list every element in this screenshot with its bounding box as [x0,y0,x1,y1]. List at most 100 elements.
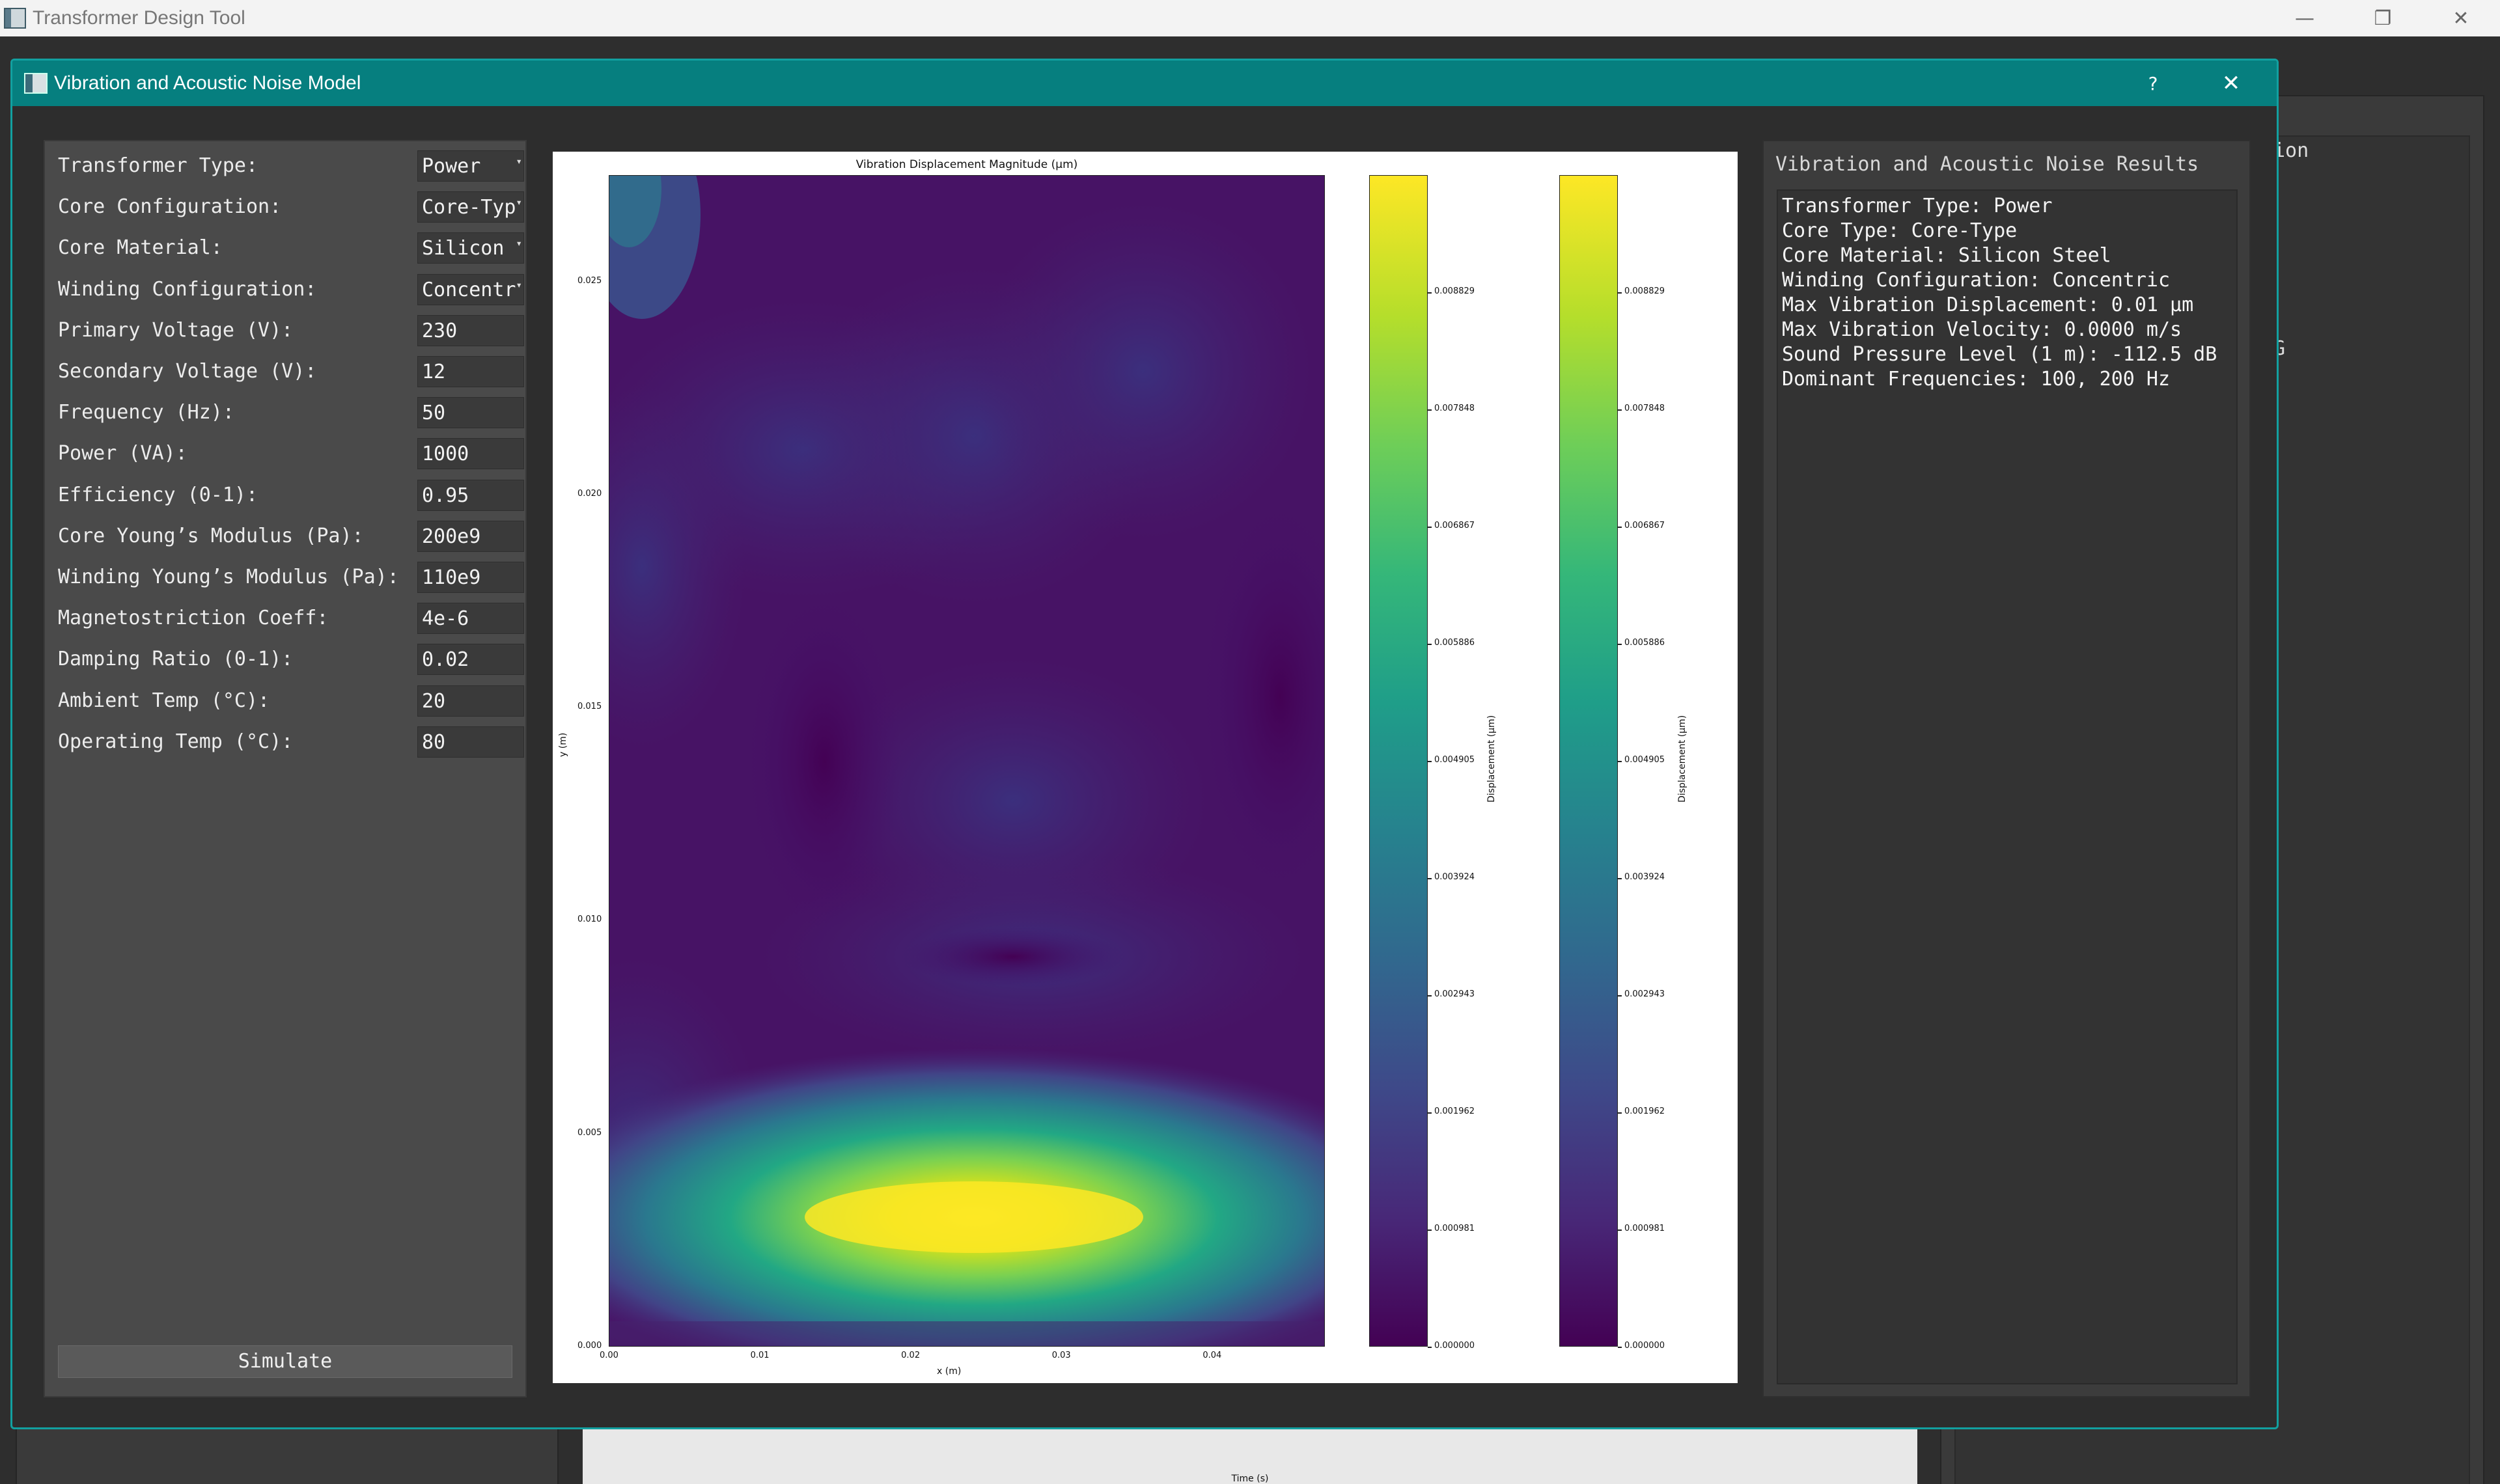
colorbar-tickmark [1428,995,1432,996]
param-input[interactable]: 1000 [417,438,524,470]
results-text-area[interactable]: Transformer Type: Power Core Type: Core-T… [1777,189,2238,1384]
param-row: Transformer Type: Power [45,148,525,189]
param-row: Frequency (Hz): 50 [45,394,525,435]
param-input[interactable]: 0.95 [417,479,524,511]
app-icon [4,8,26,29]
background-right-text: ion [2273,139,2309,162]
param-input[interactable]: 230 [417,314,524,346]
close-window-button[interactable]: ✕ [2452,7,2469,30]
colorbar-tickmark [1428,1112,1432,1114]
colorbar-2-label: Displacement (μm) [1677,715,1688,803]
colorbar-tickmark [1618,527,1622,528]
y-tick-label: 0.005 [577,1127,602,1138]
heatmap-region [902,928,1124,986]
param-label: Ambient Temp (°C): [58,689,270,712]
param-label: Frequency (Hz): [58,401,234,424]
colorbar-1-label: Displacement (μm) [1486,715,1497,803]
dialog-title: Vibration and Acoustic Noise Model [54,72,361,94]
param-label: Power (VA): [58,442,188,465]
y-tick-label: 0.010 [577,914,602,925]
param-input[interactable]: 0.02 [417,644,524,676]
param-input[interactable]: 50 [417,397,524,429]
result-line: Core Material: Silicon Steel [1782,244,2111,267]
dialog-icon [24,73,48,94]
colorbar-tick-label: 0.000981 [1434,1224,1475,1233]
colorbar-tickmark [1428,878,1432,879]
colorbar-tick-label: 0.001962 [1434,1106,1475,1116]
colorbar-tick-label: 0.008829 [1624,286,1665,296]
colorbar-tickmark [1428,527,1432,528]
result-line: Transformer Type: Power [1782,195,2053,217]
simulate-button[interactable]: Simulate [58,1345,512,1378]
colorbar-tick-label: 0.006867 [1624,521,1665,530]
vibration-plot: Vibration Displacement Magnitude (μm) [553,152,1738,1383]
heatmap-region [974,202,1312,540]
dialog-titlebar[interactable]: Vibration and Acoustic Noise Model ? ✕ [12,61,2277,106]
param-input[interactable]: 200e9 [417,520,524,552]
param-row: Core Young’s Modulus (Pa): 200e9 [45,518,525,559]
param-input[interactable]: 12 [417,356,524,387]
param-label: Secondary Voltage (V): [58,360,317,383]
chart-title: Vibration Displacement Magnitude (μm) [855,158,1078,171]
app-titlebar: Transformer Design Tool — ❐ ✕ [0,0,2500,36]
param-label: Efficiency (0-1): [58,483,258,506]
colorbar-tickmark [1428,761,1432,762]
param-label: Primary Voltage (V): [58,318,294,342]
help-button[interactable]: ? [2148,72,2158,94]
colorbar-tickmark [1428,409,1432,411]
minimize-button-2 [2344,0,2422,36]
param-label: Core Young’s Modulus (Pa): [58,524,364,547]
colorbar-tickmark [1428,292,1432,294]
param-dropdown[interactable]: Silicon [417,232,524,264]
result-line: Max Vibration Displacement: 0.01 μm [1782,294,2194,316]
result-line: Sound Pressure Level (1 m): -112.5 dB [1782,343,2217,366]
param-row: Efficiency (0-1): 0.95 [45,477,525,518]
minimize-button[interactable]: — [2295,7,2314,30]
param-label: Operating Temp (°C): [58,730,294,753]
heatmap-axes [609,175,1325,1347]
result-line: Max Vibration Velocity: 0.0000 m/s [1782,318,2182,341]
param-input[interactable]: 20 [417,685,524,717]
param-label: Winding Configuration: [58,277,317,301]
app-title: Transformer Design Tool [33,7,245,29]
vibration-dialog: Vibration and Acoustic Noise Model ? ✕ T… [10,59,2279,1429]
y-tick-label: 0.000 [577,1341,602,1351]
colorbar-tick-label: 0.000000 [1434,1341,1475,1351]
background-plot-xlabel: Time (s) [1231,1474,1269,1484]
param-dropdown[interactable]: Power [417,150,524,182]
param-row: Operating Temp (°C): 80 [45,724,525,765]
colorbar-tickmark [1618,878,1622,879]
colorbar-tick-label: 0.002943 [1624,989,1665,999]
colorbar-tick-label: 0.000981 [1624,1224,1665,1233]
colorbar-tick-label: 0.005886 [1624,638,1665,648]
y-tick-label: 0.020 [577,488,602,499]
param-input[interactable]: 80 [417,726,524,758]
result-line: Core Type: Core-Type [1782,219,2018,242]
results-panel: Vibration and Acoustic Noise Results Tra… [1762,140,2251,1397]
param-row: Winding Young’s Modulus (Pa): 110e9 [45,559,525,600]
restore-button[interactable]: ❐ [2374,7,2392,30]
colorbar-tick-label: 0.004905 [1624,755,1665,765]
colorbar-tick-label: 0.004905 [1434,755,1475,765]
param-input[interactable]: 110e9 [417,562,524,593]
param-dropdown[interactable]: Concentr [417,273,524,305]
param-label: Core Configuration: [58,195,282,219]
heatmap-region [746,592,902,931]
colorbar-tickmark [1618,292,1622,294]
results-title: Vibration and Acoustic Noise Results [1775,153,2199,176]
colorbar-tickmark [1428,1347,1432,1348]
colorbar-tick-label: 0.007848 [1624,404,1665,413]
colorbar-tick-label: 0.003924 [1624,872,1665,882]
x-tick-label: 0.00 [600,1351,618,1360]
result-line: Dominant Frequencies: 100, 200 Hz [1782,368,2171,391]
param-input[interactable]: 4e-6 [417,603,524,635]
param-label: Magnetostriction Coeff: [58,607,329,630]
param-dropdown[interactable]: Core-Typ [417,191,524,223]
heatmap-region [609,384,746,749]
close-icon[interactable]: ✕ [2221,70,2241,96]
colorbar-tick-label: 0.005886 [1434,638,1475,648]
param-row: Magnetostriction Coeff: 4e-6 [45,600,525,641]
param-row: Damping Ratio (0-1): 0.02 [45,641,525,682]
x-axis-label: x (m) [937,1366,962,1377]
param-row: Primary Voltage (V): 230 [45,312,525,353]
